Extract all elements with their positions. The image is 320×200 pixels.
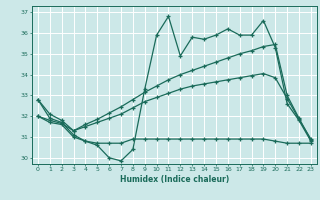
X-axis label: Humidex (Indice chaleur): Humidex (Indice chaleur) <box>120 175 229 184</box>
